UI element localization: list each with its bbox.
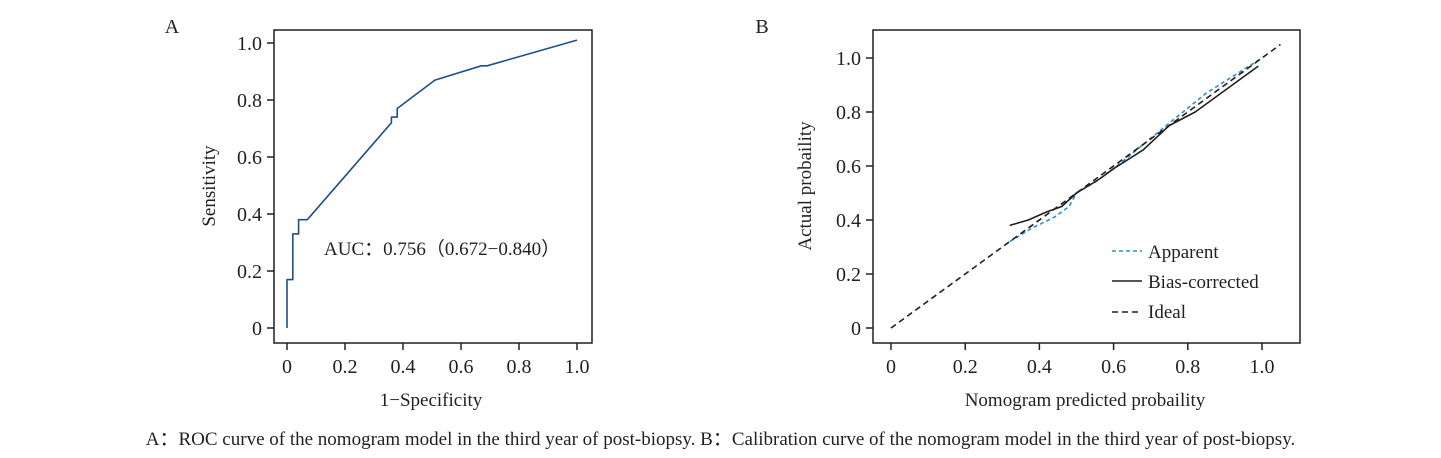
x-tick-label: 0.4 — [1027, 356, 1052, 378]
y-tick-label: 0.4 — [237, 204, 262, 226]
x-tick-label: 0 — [282, 356, 292, 378]
panel-b-calibration-chart: B 0 0.2 0.4 0.6 0.8 1.0 0 0.2 0.4 0.6 0.8 1.0 Nomo… — [755, 16, 1301, 411]
y-tick-label: 0.6 — [836, 156, 861, 178]
panel-a-y-axis-label: Sensitivity — [199, 145, 220, 227]
panel-b-series — [890, 43, 1281, 329]
x-tick-label: 0.4 — [391, 356, 416, 378]
y-tick-label: 0.8 — [836, 102, 861, 124]
panel-b-y-axis-label: Actual probaility — [795, 121, 816, 251]
panel-b-y-tick-labels: 0 0.2 0.4 0.6 0.8 1.0 — [836, 48, 861, 340]
y-tick-label: 0.8 — [237, 90, 262, 112]
y-tick-label: 0.4 — [836, 210, 861, 232]
x-tick-label: 0.2 — [333, 356, 358, 378]
x-tick-label: 0.8 — [1175, 356, 1200, 378]
panel-b-label: B — [755, 16, 768, 38]
y-tick-label: 0 — [252, 318, 262, 340]
panel-a-roc-chart: A 0 0.2 0.4 0.6 0.8 1.0 0 0.2 0.4 0.6 0.8 1.0 1−Sp… — [165, 16, 593, 411]
y-tick-label: 1.0 — [836, 48, 861, 70]
x-tick-label: 1.0 — [1250, 356, 1275, 378]
panel-a-y-tick-labels: 0 0.2 0.4 0.6 0.8 1.0 — [237, 33, 262, 340]
panel-a-series — [286, 39, 578, 328]
y-tick-label: 1.0 — [237, 33, 262, 55]
y-tick-label: 0 — [851, 318, 861, 340]
x-tick-label: 0.6 — [449, 356, 474, 378]
x-tick-label: 0.2 — [953, 356, 978, 378]
y-tick-label: 0.2 — [237, 261, 262, 283]
panel-b-y-axis-ticks — [866, 57, 873, 329]
legend-label-apparent: Apparent — [1148, 242, 1219, 263]
panel-a-label: A — [165, 16, 180, 38]
figure-caption: A：ROC curve of the nomogram model in the… — [145, 429, 1296, 450]
panel-b-plot-frame — [872, 29, 1301, 344]
bias-corrected-series-line — [1009, 65, 1259, 227]
ideal-series-line — [890, 43, 1281, 329]
x-tick-label: 0 — [886, 356, 896, 378]
y-tick-label: 0.2 — [836, 264, 861, 286]
y-tick-label: 0.6 — [237, 147, 262, 169]
x-tick-label: 1.0 — [565, 356, 590, 378]
panel-a-plot-frame — [273, 29, 593, 344]
x-tick-label: 0.6 — [1101, 356, 1126, 378]
x-tick-label: 0.8 — [507, 356, 532, 378]
figure: A 0 0.2 0.4 0.6 0.8 1.0 0 0.2 0.4 0.6 0.8 1.0 1−Sp… — [165, 16, 1301, 411]
roc-series-line — [286, 39, 578, 328]
panel-a-x-axis-label: 1−Specificity — [380, 390, 483, 411]
panel-a-y-axis-ticks — [267, 42, 274, 329]
panel-b-x-tick-labels: 0 0.2 0.4 0.6 0.8 1.0 — [886, 356, 1275, 378]
legend-label-bias-corrected: Bias-corrected — [1148, 272, 1259, 293]
panel-a-x-axis-ticks — [286, 343, 578, 350]
legend-label-ideal: Ideal — [1148, 302, 1186, 323]
panel-a-auc-annotation: AUC：0.756（0.672−0.840） — [324, 238, 560, 260]
panel-b-x-axis-label: Nomogram predicted probaility — [965, 390, 1206, 411]
panel-b-x-axis-ticks — [890, 343, 1263, 350]
panel-a-x-tick-labels: 0 0.2 0.4 0.6 0.8 1.0 — [282, 356, 590, 378]
panel-b-legend: Apparent Bias-corrected Ideal — [1112, 242, 1259, 323]
